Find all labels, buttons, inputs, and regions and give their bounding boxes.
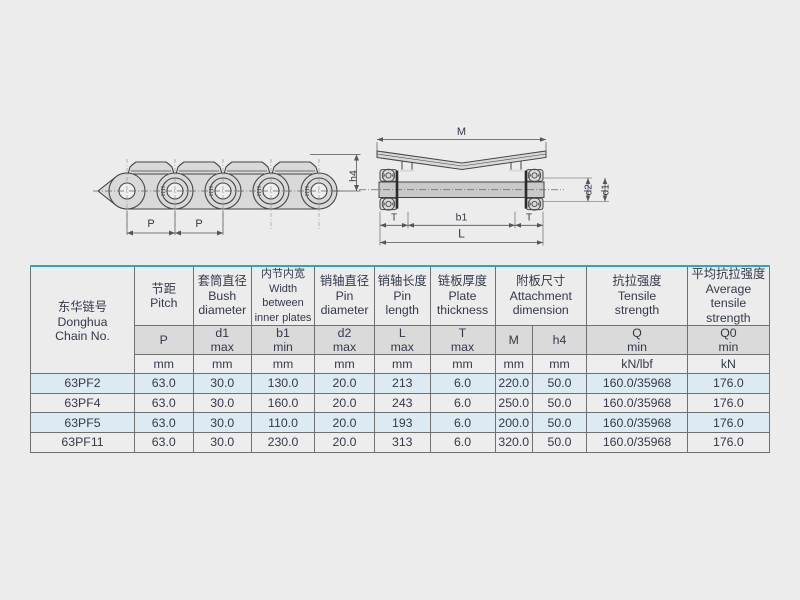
svg-text:P: P <box>147 218 154 230</box>
svg-text:h4: h4 <box>348 170 360 182</box>
svg-text:T: T <box>526 212 532 223</box>
svg-text:b1: b1 <box>456 211 468 223</box>
svg-text:P: P <box>195 218 202 230</box>
svg-text:L: L <box>458 227 465 241</box>
svg-text:T: T <box>391 212 397 223</box>
svg-text:d1: d1 <box>601 184 612 196</box>
svg-text:M: M <box>457 126 466 138</box>
svg-text:d2: d2 <box>584 184 595 196</box>
